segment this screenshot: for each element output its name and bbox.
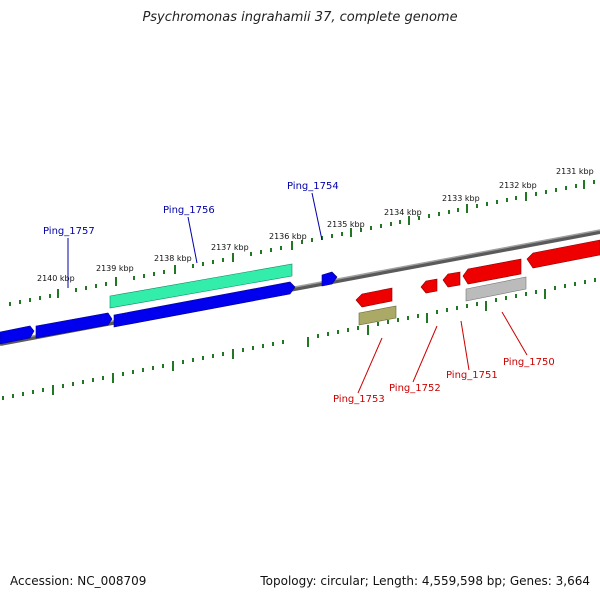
tick-label-2131: 2131 kbp bbox=[556, 167, 594, 176]
tick-label-2133: 2133 kbp bbox=[442, 194, 480, 203]
gene-arrow-red[interactable] bbox=[355, 287, 393, 308]
tick-label-2137: 2137 kbp bbox=[211, 243, 249, 252]
genome-summary-text: Topology: circular; Length: 4,559,598 bp… bbox=[260, 574, 590, 588]
gene-arrow-red[interactable] bbox=[420, 278, 438, 294]
tick-label-2140: 2140 kbp bbox=[37, 274, 75, 283]
gene-arrow-teal[interactable] bbox=[109, 263, 293, 309]
gene-box-grey[interactable] bbox=[465, 276, 527, 302]
gene-label-ping-1754[interactable]: Ping_1754 bbox=[287, 181, 339, 192]
accession-text: Accession: NC_008709 bbox=[10, 574, 147, 588]
tick-label-2135: 2135 kbp bbox=[327, 220, 365, 229]
tick-label-2134: 2134 kbp bbox=[384, 208, 422, 217]
reverse-strand-genes bbox=[355, 239, 600, 326]
gene-arrow-blue[interactable] bbox=[0, 325, 35, 345]
upper-scale-ticks bbox=[9, 180, 595, 306]
gene-arrow-blue[interactable] bbox=[113, 281, 296, 328]
gene-labels: Ping_1757 Ping_1756 Ping_1754 Ping_1753 … bbox=[43, 181, 555, 405]
gene-label-ping-1756[interactable]: Ping_1756 bbox=[163, 205, 215, 216]
tick-label-2138: 2138 kbp bbox=[154, 254, 192, 263]
tick-label-2139: 2139 kbp bbox=[96, 264, 134, 273]
gene-label-ping-1753[interactable]: Ping_1753 bbox=[333, 394, 385, 405]
upper-tick-labels: 2131 kbp 2132 kbp 2133 kbp 2134 kbp 2135… bbox=[37, 167, 594, 283]
gene-label-ping-1757[interactable]: Ping_1757 bbox=[43, 226, 95, 237]
tick-label-2132: 2132 kbp bbox=[499, 181, 537, 190]
tick-label-2136: 2136 kbp bbox=[269, 232, 307, 241]
gene-arrow-red[interactable] bbox=[526, 239, 600, 269]
forward-strand-genes bbox=[0, 263, 338, 345]
gene-box-olive[interactable] bbox=[358, 305, 397, 326]
gene-arrow-blue-small[interactable] bbox=[321, 271, 338, 287]
gene-arrow-red[interactable] bbox=[462, 258, 522, 285]
gene-arrow-red[interactable] bbox=[442, 271, 461, 288]
gene-label-ping-1752[interactable]: Ping_1752 bbox=[389, 383, 441, 394]
gene-arrow-blue[interactable] bbox=[35, 312, 113, 339]
lower-scale-ticks bbox=[2, 278, 596, 400]
gene-label-ping-1750[interactable]: Ping_1750 bbox=[503, 357, 555, 368]
genome-title: Psychromonas ingrahamii 37, complete gen… bbox=[142, 10, 458, 25]
label-leaders bbox=[67, 192, 528, 394]
gene-label-ping-1751[interactable]: Ping_1751 bbox=[446, 370, 498, 381]
